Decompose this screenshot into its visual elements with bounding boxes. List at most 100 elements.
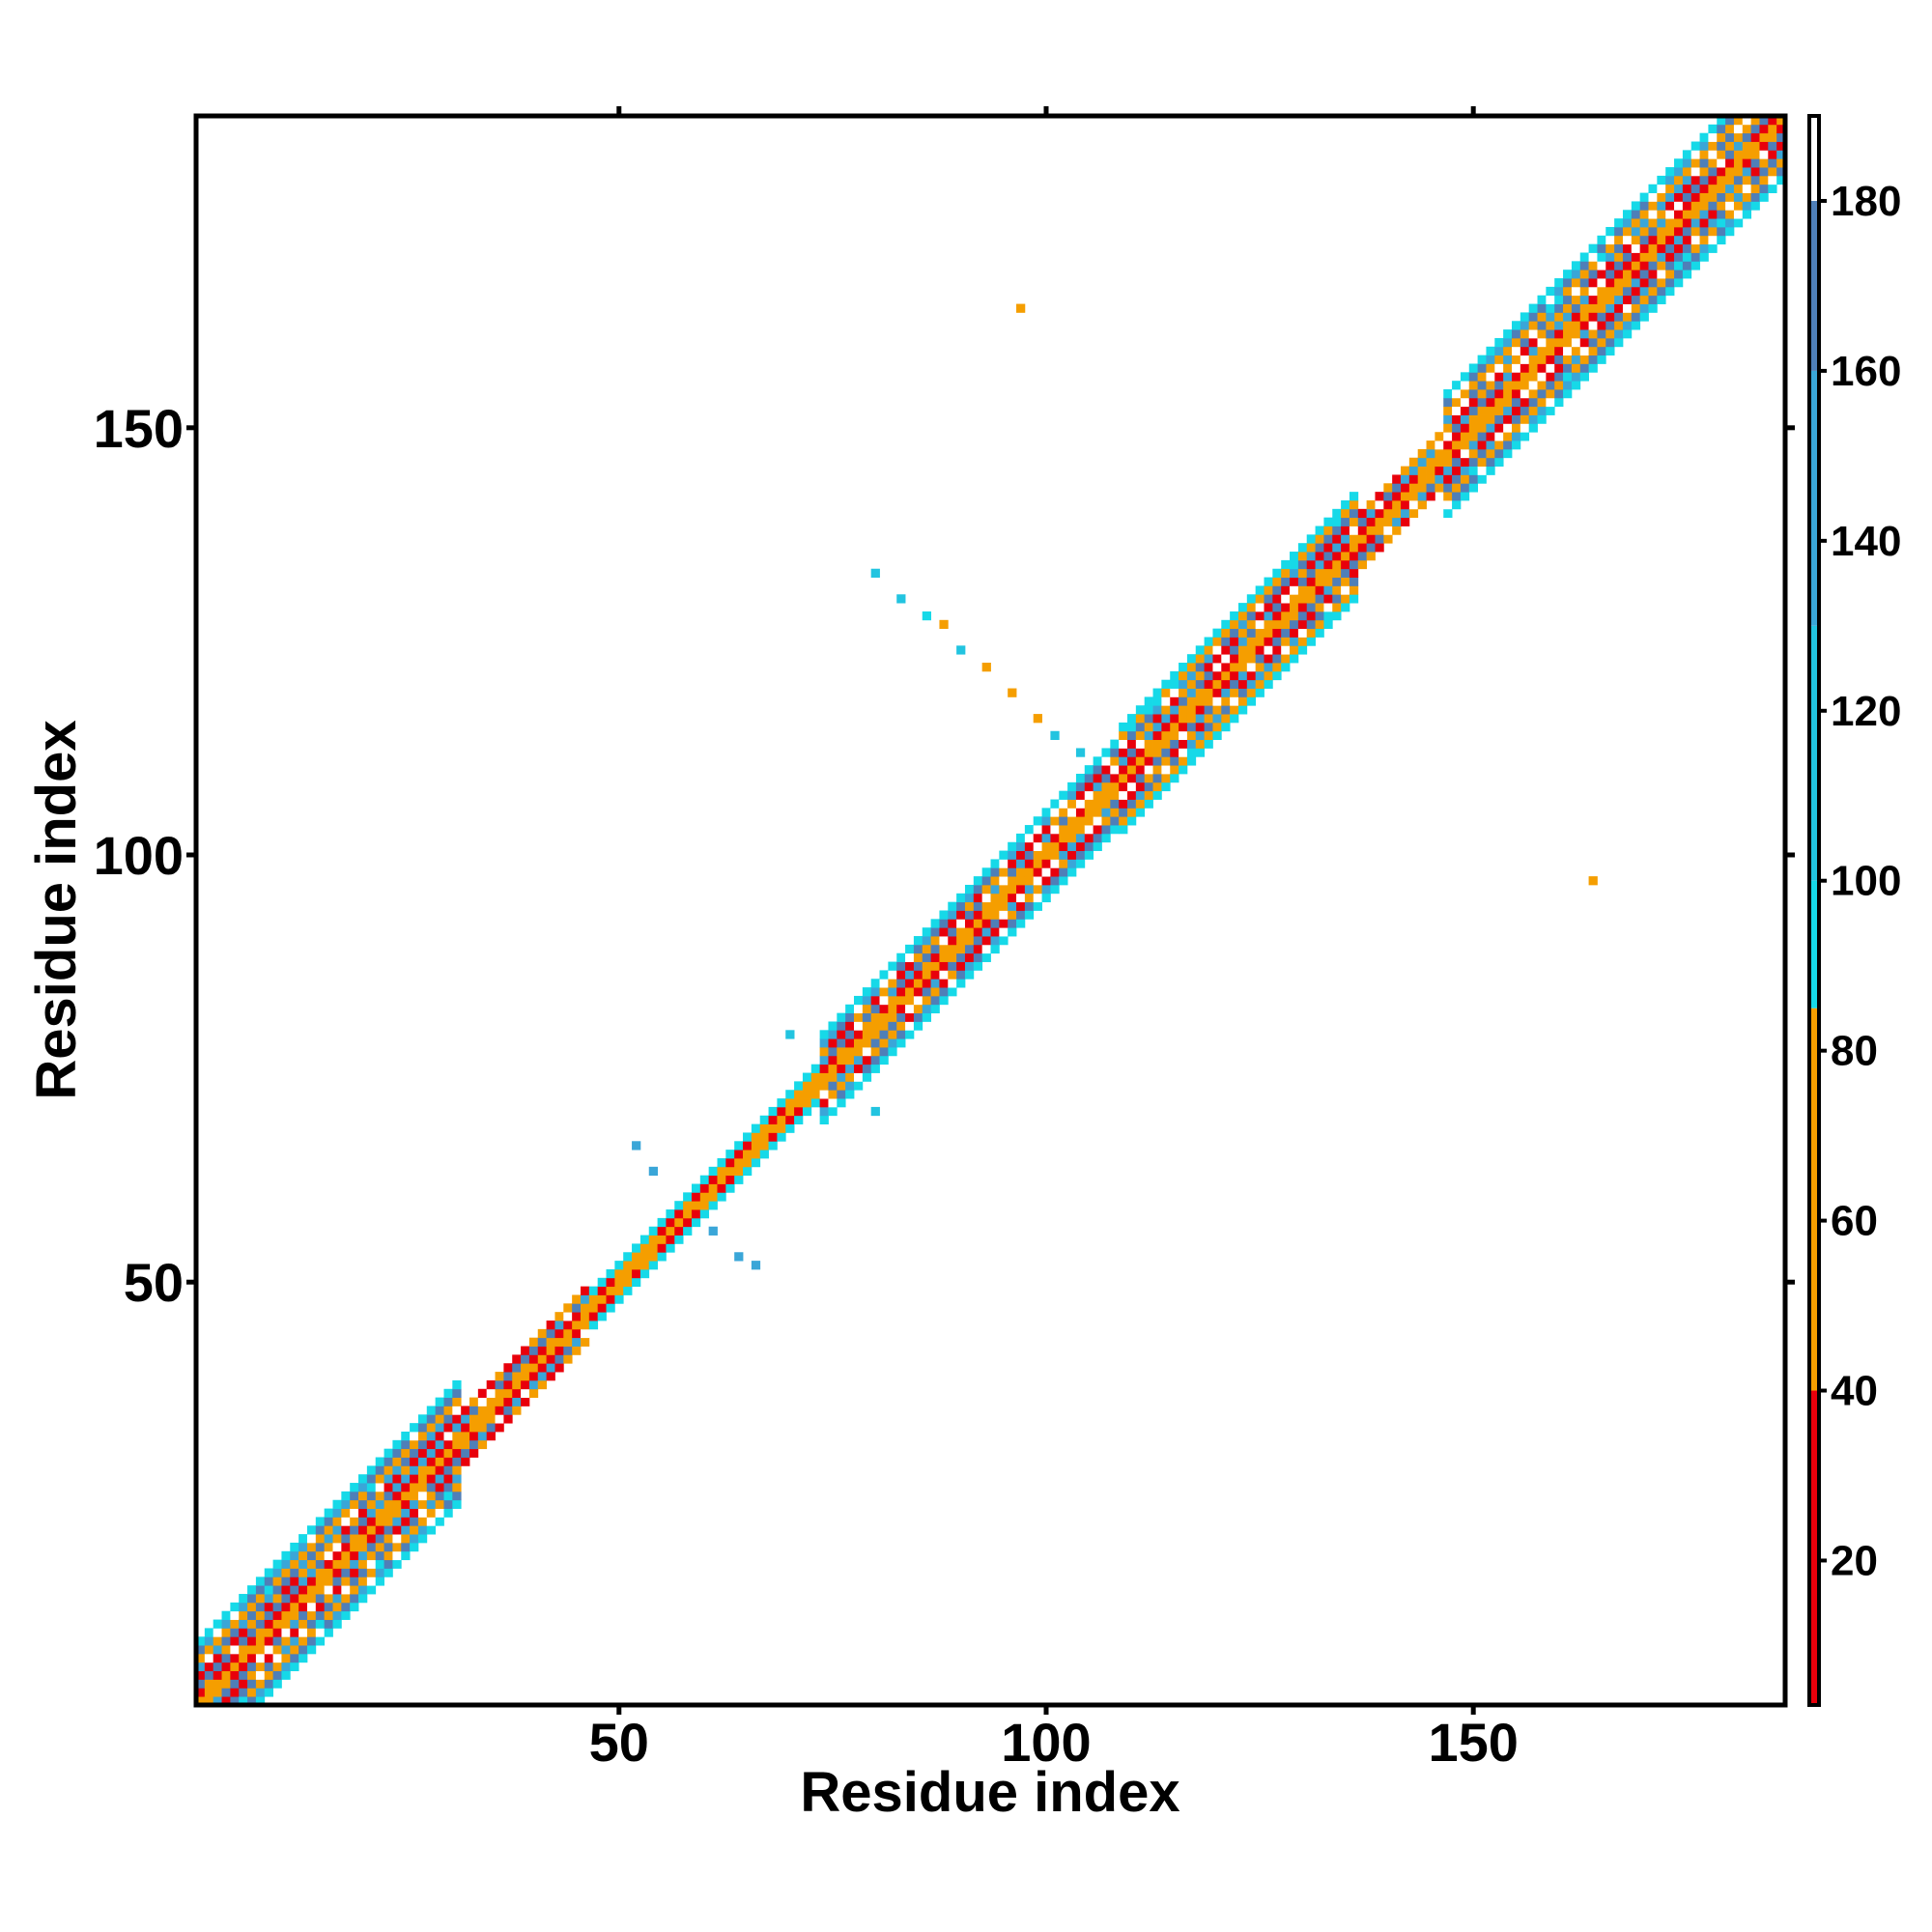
heatmap-cell	[213, 1653, 222, 1663]
heatmap-cell	[1682, 175, 1692, 185]
heatmap-cell	[1281, 628, 1291, 638]
heatmap-cell	[1290, 637, 1299, 646]
heatmap-cell	[537, 1354, 547, 1364]
heatmap-cell	[1246, 619, 1257, 630]
heatmap-cell	[1349, 508, 1359, 519]
heatmap-cell	[1170, 705, 1179, 715]
heatmap-cell	[1204, 663, 1213, 672]
heatmap-cell	[341, 1577, 351, 1586]
heatmap-cell	[230, 1619, 240, 1629]
heatmap-cell	[1050, 850, 1060, 860]
heatmap-cell	[239, 1628, 248, 1637]
heatmap-cell	[1486, 448, 1495, 459]
heatmap-cell	[1588, 321, 1598, 330]
heatmap-cell	[417, 1457, 428, 1466]
heatmap-cell	[588, 1303, 599, 1313]
heatmap-cell	[469, 1414, 479, 1424]
heatmap-cell	[913, 1021, 923, 1031]
heatmap-cell	[674, 1226, 684, 1236]
heatmap-cell	[332, 1542, 342, 1552]
heatmap-cell	[1179, 696, 1188, 706]
heatmap-cell	[819, 1115, 829, 1124]
heatmap-cell	[332, 1594, 342, 1604]
heatmap-cell	[1050, 867, 1060, 877]
heatmap-cell	[1537, 303, 1547, 313]
heatmap-cell	[1648, 295, 1658, 304]
heatmap-cell	[725, 1150, 735, 1159]
heatmap-cell	[1212, 637, 1222, 646]
heatmap-cell	[939, 979, 949, 988]
heatmap-cell	[443, 1423, 453, 1433]
heatmap-cell	[632, 1268, 641, 1279]
heatmap-cell	[1152, 756, 1162, 766]
heatmap-cell	[255, 1679, 266, 1689]
heatmap-cell	[221, 1679, 231, 1689]
heatmap-cell	[563, 1321, 573, 1330]
heatmap-cell	[1699, 167, 1709, 177]
heatmap-cell	[1408, 466, 1419, 475]
heatmap-cell	[1733, 167, 1744, 177]
heatmap-cell	[1690, 243, 1700, 253]
heatmap-cell	[1588, 303, 1598, 313]
heatmap-cell	[443, 1388, 453, 1399]
heatmap-cell	[1537, 346, 1547, 356]
heatmap-cell	[366, 1491, 377, 1501]
heatmap-cell	[990, 944, 1000, 954]
heatmap-cell	[1520, 397, 1530, 408]
heatmap-cell	[913, 936, 923, 946]
heatmap-cell	[1486, 466, 1495, 475]
heatmap-cell	[1546, 389, 1555, 399]
heatmap-cell	[1186, 714, 1197, 724]
heatmap-cell	[1152, 722, 1162, 732]
heatmap-cell	[683, 1192, 693, 1202]
heatmap-cell	[272, 1559, 282, 1569]
heatmap-cell	[1024, 876, 1035, 886]
heatmap-cell	[1708, 210, 1718, 219]
heatmap-cell	[1699, 201, 1709, 211]
heatmap-cell	[751, 1150, 761, 1159]
heatmap-cell	[1579, 321, 1589, 330]
heatmap-cell	[930, 979, 940, 988]
heatmap-cell	[1759, 132, 1769, 142]
heatmap-cell	[1290, 568, 1299, 578]
heatmap-cell	[1511, 337, 1521, 348]
heatmap-cell	[1503, 329, 1513, 339]
heatmap-cell	[1768, 167, 1777, 177]
colorbar-tick-label: 140	[1831, 518, 1901, 565]
heatmap-cell	[255, 1688, 266, 1697]
heatmap-cell	[913, 944, 923, 954]
heatmap-cell	[537, 1372, 547, 1381]
contact-cell	[922, 611, 931, 621]
heatmap-cell	[1477, 363, 1487, 373]
heatmap-cell	[554, 1346, 564, 1355]
heatmap-cell	[939, 995, 949, 1006]
heatmap-cell	[350, 1491, 359, 1501]
heatmap-cell	[1366, 534, 1376, 544]
heatmap-cell	[1237, 696, 1248, 706]
heatmap-cell	[1281, 603, 1291, 612]
heatmap-cell	[1315, 611, 1324, 621]
heatmap-cell	[1212, 670, 1222, 681]
heatmap-cell	[255, 1662, 266, 1672]
heatmap-cell	[1101, 808, 1111, 817]
heatmap-cell	[1332, 577, 1342, 586]
heatmap-cell	[648, 1252, 658, 1262]
heatmap-cell	[888, 1030, 897, 1039]
heatmap-cell	[1246, 645, 1257, 655]
heatmap-cell	[443, 1457, 453, 1466]
heatmap-cell	[1768, 150, 1777, 159]
heatmap-cell	[1127, 808, 1137, 817]
heatmap-cell	[341, 1559, 351, 1569]
heatmap-cell	[1375, 508, 1384, 519]
heatmap-cell	[1486, 440, 1495, 450]
heatmap-cell	[1733, 201, 1744, 211]
heatmap-cell	[905, 1004, 915, 1014]
heatmap-cell	[1195, 722, 1205, 732]
heatmap-cell	[298, 1653, 308, 1663]
heatmap-cell	[1161, 696, 1171, 706]
heatmap-cell	[1341, 577, 1350, 586]
heatmap-cell	[264, 1662, 273, 1672]
colorbar-tick-label: 20	[1831, 1537, 1878, 1584]
heatmap-cell	[1127, 756, 1137, 766]
heatmap-cell	[1546, 381, 1555, 390]
